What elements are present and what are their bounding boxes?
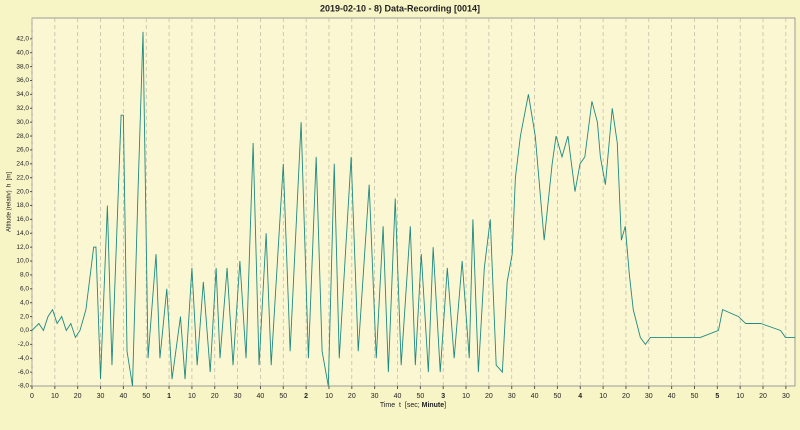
y-tick-label: -6,0	[18, 369, 30, 376]
y-tick-label: 30,0	[16, 119, 29, 126]
x-tick-label: 30	[508, 393, 516, 400]
x-tick-label: 3	[441, 393, 445, 400]
x-tick-label: 10	[462, 393, 470, 400]
x-tick-label: 30	[97, 393, 105, 400]
y-tick-label: 36,0	[16, 77, 29, 84]
x-tick-label: 10	[325, 393, 333, 400]
y-tick-label: 18,0	[16, 202, 29, 209]
y-tick-label: 10,0	[16, 258, 29, 265]
y-axis-label: Altitude (relativ) h [m]	[7, 172, 13, 232]
x-tick-label: 20	[348, 393, 356, 400]
x-tick-label: 20	[622, 393, 630, 400]
x-tick-label: 10	[599, 393, 607, 400]
y-tick-label: 26,0	[16, 147, 29, 154]
x-tick-label: 40	[257, 393, 265, 400]
x-tick-label: 5	[715, 393, 719, 400]
x-tick-label: 40	[668, 393, 676, 400]
x-tick-label: 20	[74, 393, 82, 400]
x-tick-label: 0	[30, 393, 34, 400]
x-axis-label-part: ]	[444, 402, 446, 409]
y-tick-label: 42,0	[16, 36, 29, 43]
x-tick-label: 50	[416, 393, 424, 400]
y-tick-label: 0,0	[20, 327, 29, 334]
y-tick-label: 24,0	[16, 161, 29, 168]
x-tick-label: 10	[736, 393, 744, 400]
y-tick-label: 40,0	[16, 49, 29, 56]
y-tick-label: 34,0	[16, 91, 29, 98]
x-tick-label: 1	[167, 393, 171, 400]
y-tick-label: 16,0	[16, 216, 29, 223]
y-tick-label: 8,0	[20, 272, 29, 279]
x-tick-label: 20	[211, 393, 219, 400]
chart-title: 2019-02-10 - 8) Data-Recording [0014]	[320, 3, 480, 13]
y-tick-label: 14,0	[16, 230, 29, 237]
y-tick-label: -2,0	[18, 341, 30, 348]
x-tick-label: 50	[554, 393, 562, 400]
y-tick-label: 38,0	[16, 63, 29, 70]
x-axis-label: Time t [sec; Minute]	[380, 402, 446, 409]
x-tick-label: 50	[691, 393, 699, 400]
x-tick-label: 40	[394, 393, 402, 400]
y-tick-label: -4,0	[18, 355, 30, 362]
x-tick-label: 10	[51, 393, 59, 400]
y-tick-label: 20,0	[16, 188, 29, 195]
y-tick-label: 4,0	[20, 299, 29, 306]
x-tick-label: 30	[645, 393, 653, 400]
x-tick-label: 20	[485, 393, 493, 400]
x-tick-label: 20	[759, 393, 767, 400]
x-tick-label: 50	[279, 393, 287, 400]
y-tick-label: 22,0	[16, 174, 29, 181]
y-tick-label: 12,0	[16, 244, 29, 251]
x-tick-label: 30	[371, 393, 379, 400]
y-tick-label: 2,0	[20, 313, 29, 320]
x-tick-label: 10	[188, 393, 196, 400]
y-tick-label: -8,0	[18, 383, 30, 390]
x-tick-label: 30	[782, 393, 790, 400]
x-axis-label-part: Time t [sec;	[380, 402, 422, 409]
data-line	[31, 31, 795, 387]
x-tick-label: 40	[531, 393, 539, 400]
x-tick-label: 4	[578, 393, 582, 400]
x-tick-label: 40	[119, 393, 127, 400]
x-tick-label: 50	[142, 393, 150, 400]
x-tick-label: 30	[234, 393, 242, 400]
y-tick-label: 6,0	[20, 286, 29, 293]
y-tick-label: 28,0	[16, 133, 29, 140]
x-tick-label: 2	[304, 393, 308, 400]
y-tick-label: 32,0	[16, 105, 29, 112]
x-axis-label-part: Minute	[422, 402, 445, 409]
